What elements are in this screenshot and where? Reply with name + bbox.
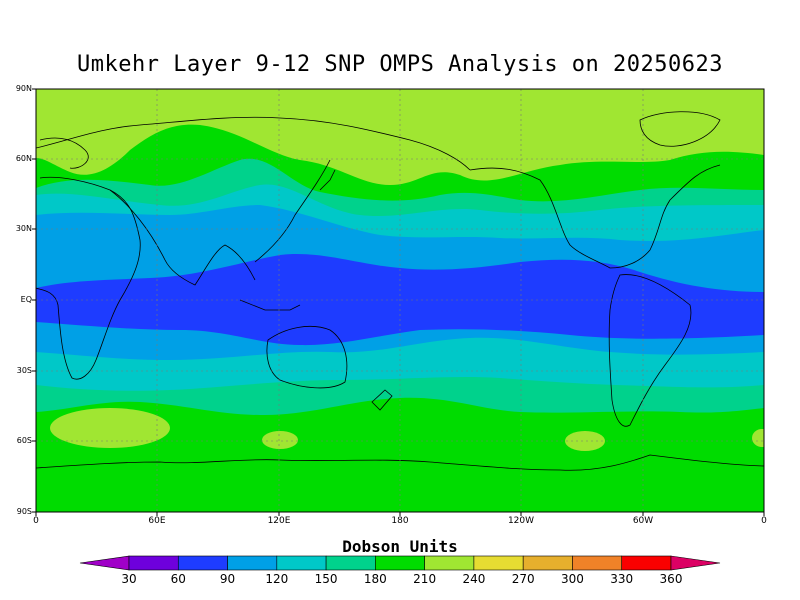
y-label-30s: 30S bbox=[16, 366, 32, 375]
colorbar-tick-label: 270 bbox=[511, 572, 535, 586]
colorbar-tick-label: 90 bbox=[219, 572, 236, 586]
colorbar-tick-label: 120 bbox=[265, 572, 289, 586]
colorbar-tick-label: 150 bbox=[314, 572, 338, 586]
colorbar-swatch bbox=[473, 555, 524, 571]
y-label-30n: 30N bbox=[15, 224, 32, 233]
colorbar-tick-label: 210 bbox=[413, 572, 437, 586]
colorbar-swatch bbox=[128, 555, 179, 571]
colorbar-swatch bbox=[325, 555, 376, 571]
y-label-60s: 60S bbox=[16, 436, 32, 445]
coast-indonesia bbox=[239, 299, 301, 311]
colorbar-swatch bbox=[227, 555, 278, 571]
coast-europe bbox=[39, 137, 89, 169]
colorbar-tick-label: 30 bbox=[121, 572, 137, 586]
colorbar-title: Dobson Units bbox=[342, 537, 458, 556]
coast-north-america bbox=[469, 164, 721, 269]
contour-south-patch-2 bbox=[262, 431, 298, 449]
x-label-0-left: 0 bbox=[33, 516, 39, 526]
coastlines bbox=[36, 111, 764, 471]
x-label-60e: 60E bbox=[148, 516, 166, 526]
y-label-60n: 60N bbox=[15, 154, 32, 163]
x-label-60w: 60W bbox=[632, 516, 654, 526]
colorbar-arrow-high bbox=[670, 555, 721, 571]
colorbar-swatch bbox=[375, 555, 425, 571]
x-label-120w: 120W bbox=[507, 516, 535, 526]
x-label-120e: 120E bbox=[267, 516, 291, 526]
coast-greenland bbox=[639, 111, 721, 147]
coast-japan bbox=[319, 169, 336, 191]
coast-eurasia-north bbox=[36, 116, 471, 171]
colorbar-tick-label: 60 bbox=[170, 572, 186, 586]
coast-east-asia bbox=[254, 159, 331, 263]
coast-antarctica bbox=[36, 454, 764, 471]
colorbar-swatch bbox=[177, 555, 228, 571]
x-label-180: 180 bbox=[391, 516, 409, 526]
y-label-eq: EQ bbox=[20, 295, 32, 304]
colorbar-swatch bbox=[621, 555, 672, 571]
colorbar-arrow-low bbox=[79, 555, 130, 571]
colorbar-tick-label: 300 bbox=[561, 572, 584, 586]
colorbar-swatch bbox=[522, 555, 573, 571]
colorbar bbox=[79, 555, 721, 571]
coast-australia bbox=[266, 325, 348, 389]
map-title: Umkehr Layer 9-12 SNP OMPS Analysis on 2… bbox=[76, 52, 724, 77]
contour-south-patch-1 bbox=[50, 408, 170, 448]
axis-ticks bbox=[32, 88, 765, 516]
ozone-field bbox=[36, 89, 764, 512]
colorbar-swatch bbox=[276, 555, 327, 571]
contour-south-patch-3 bbox=[565, 431, 605, 451]
y-label-90s: 90S bbox=[16, 507, 32, 516]
contour-north-polar bbox=[36, 89, 764, 185]
colorbar-tick-label: 360 bbox=[659, 572, 683, 586]
x-label-0-right: 0 bbox=[761, 516, 767, 526]
gridlines bbox=[36, 89, 764, 512]
colorbar-swatch bbox=[572, 555, 623, 571]
colorbar-swatch bbox=[424, 555, 475, 571]
y-label-90n: 90N bbox=[15, 84, 32, 93]
coast-south-america bbox=[608, 274, 692, 427]
coast-new-zealand bbox=[371, 389, 393, 411]
colorbar-tick-label: 240 bbox=[462, 572, 486, 586]
coast-asia-south bbox=[109, 189, 256, 286]
contour-south-patch-4 bbox=[752, 429, 764, 447]
colorbar-tick-label: 330 bbox=[610, 572, 634, 586]
colorbar-tick-label: 180 bbox=[363, 572, 387, 586]
